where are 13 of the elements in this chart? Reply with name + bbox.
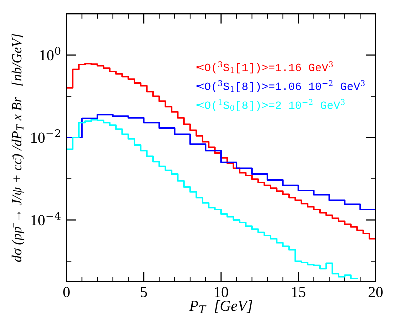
legend-label: <O($^{3}$S$_{1}$[1])>=1.16 GeV$^{3}$ bbox=[198, 62, 334, 74]
x-tick-label: 10 bbox=[215, 287, 228, 298]
x-axis-title: P$_{T}$ [GeV] bbox=[189, 300, 252, 314]
x-tick-label: 15 bbox=[292, 287, 306, 298]
legend-label: <O($^{1}$S$_{0}$[8])>=2 10$^{−2}$ GeV$^{3}$ bbox=[198, 99, 345, 112]
legend-label: <O($^{3}$S$_{1}$[8])>=1.06 10$^{−2}$ GeV$^{3}$ bbox=[198, 80, 365, 93]
x-tick-label: 20 bbox=[368, 287, 383, 298]
y-tick-label: 10$^{−4}$ bbox=[32, 212, 61, 226]
y-axis-title: dσ (pp̄ → J/ψ + cc̄) /dP$_{T}$ x Br [nb/GeV] bbox=[12, 34, 25, 262]
y-tick-label: 10$^{−2}$ bbox=[32, 129, 60, 144]
y-tick-label: 10$^{0}$ bbox=[40, 47, 61, 61]
x-tick-label: 5 bbox=[141, 287, 148, 298]
x-tick-label: 0 bbox=[63, 287, 70, 298]
